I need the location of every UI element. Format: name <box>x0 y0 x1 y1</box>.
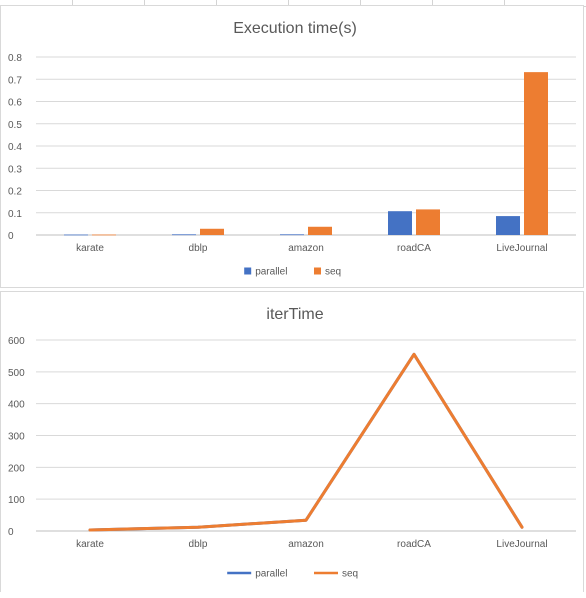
bar-seq <box>308 226 332 235</box>
y-tick-label: 0.1 <box>8 209 22 220</box>
x-tick-label: dblp <box>189 243 208 254</box>
y-tick-label: 0.6 <box>8 98 22 109</box>
bar-parallel <box>496 216 520 235</box>
y-tick-label: 0.7 <box>8 75 22 86</box>
bar-seq <box>416 209 440 235</box>
bar-parallel <box>280 234 304 236</box>
y-tick-label: 0.5 <box>8 120 22 131</box>
bar-parallel <box>388 211 412 235</box>
sheet-column-divider <box>432 0 433 6</box>
legend-label: seq <box>342 569 358 580</box>
series-line-seq <box>88 352 524 532</box>
y-tick-label: 0 <box>8 527 14 538</box>
legend-label: seq <box>325 267 341 278</box>
x-tick-label: LiveJournal <box>496 243 547 254</box>
bar-parallel <box>172 234 196 236</box>
x-tick-label: amazon <box>288 243 324 254</box>
execution-time-chart-svg: Execution time(s) 0 0.1 0.2 0.3 0.4 0.5 0.6 0.7… <box>8 20 576 278</box>
y-tick-label: 0.2 <box>8 187 22 198</box>
y-tick-label: 0.3 <box>8 164 22 175</box>
y-tick-label: 200 <box>8 463 25 474</box>
x-tick-label: karate <box>76 243 104 254</box>
sheet-column-divider <box>216 0 217 6</box>
y-tick-label: 600 <box>8 336 25 347</box>
sheet-column-divider <box>288 0 289 6</box>
y-tick-label: 300 <box>8 432 25 443</box>
y-tick-label: 100 <box>8 495 25 506</box>
y-tick-label: 500 <box>8 368 25 379</box>
bar-seq <box>92 234 116 236</box>
execution-time-chart[interactable]: Execution time(s) 0 0.1 0.2 0.3 0.4 0.5 0.6 0.7… <box>0 5 584 288</box>
sheet-column-divider <box>72 0 73 6</box>
bar-parallel <box>64 234 88 236</box>
legend-swatch <box>244 267 252 275</box>
series-line-parallel <box>88 352 524 532</box>
legend-label: parallel <box>255 267 287 278</box>
legend-label: parallel <box>255 569 287 580</box>
x-tick-label: amazon <box>288 539 324 550</box>
x-tick-label: roadCA <box>397 539 431 550</box>
x-tick-label: LiveJournal <box>496 539 547 550</box>
x-tick-label: dblp <box>189 539 208 550</box>
y-tick-label: 400 <box>8 400 25 411</box>
iter-time-chart-svg: iterTime 0 100 200 300 400 500 600 karate dblp am… <box>8 306 576 580</box>
chart-title: Execution time(s) <box>233 20 357 37</box>
legend-swatch <box>314 267 321 275</box>
bar-seq <box>524 72 548 235</box>
bar-seq <box>200 228 224 235</box>
y-tick-label: 0.8 <box>8 53 22 64</box>
chart-title: iterTime <box>266 306 323 323</box>
y-tick-label: 0 <box>8 231 14 242</box>
y-tick-label: 0.4 <box>8 142 22 153</box>
x-tick-label: roadCA <box>397 243 431 254</box>
sheet-column-divider <box>144 0 145 6</box>
sheet-column-divider <box>504 0 505 6</box>
sheet-column-divider <box>360 0 361 6</box>
x-tick-label: karate <box>76 539 104 550</box>
iter-time-chart[interactable]: iterTime 0 100 200 300 400 500 600 karate dblp am… <box>0 291 584 592</box>
